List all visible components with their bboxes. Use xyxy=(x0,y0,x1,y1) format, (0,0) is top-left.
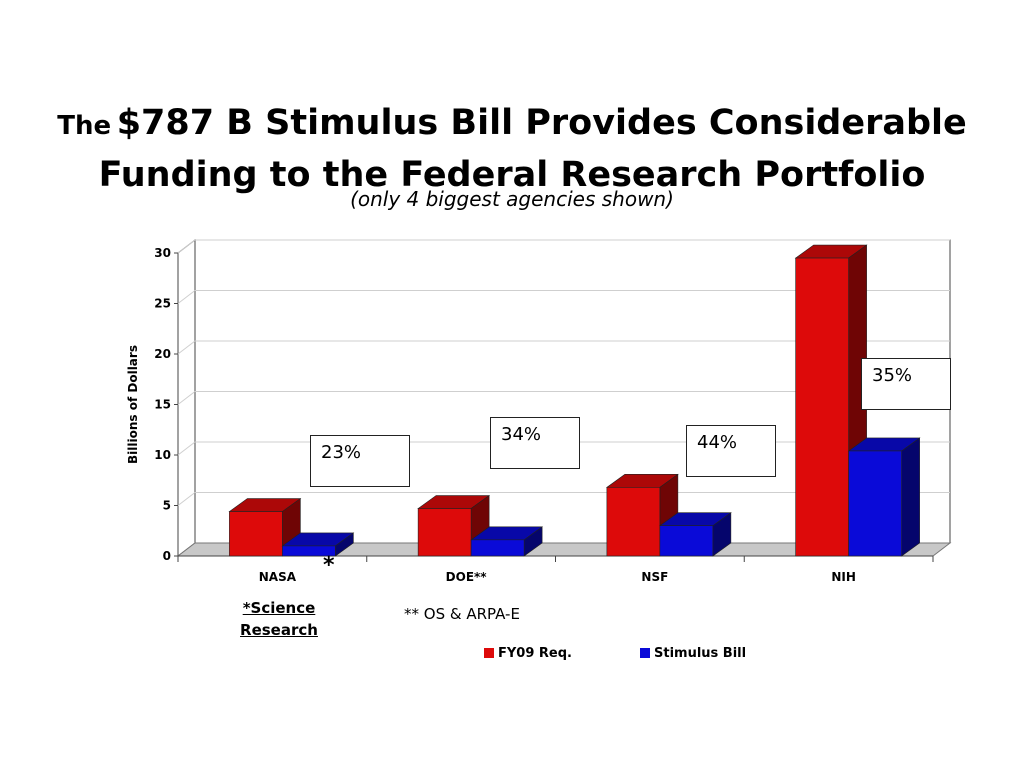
x-tick-label: DOE** xyxy=(446,570,488,584)
science-note-line1: *Science xyxy=(242,599,316,617)
gridline-side xyxy=(177,290,196,304)
title-prefix: The xyxy=(57,111,112,141)
bar-fy09-nsf xyxy=(606,487,661,557)
chart-title: The $787 B Stimulus Bill Provides Consid… xyxy=(0,100,1024,198)
legend-item-stimulus: Stimulus Bill xyxy=(640,646,746,661)
legend-label-fy09: FY09 Req. xyxy=(498,646,572,661)
pct-label-nih: 35% xyxy=(861,358,951,410)
science-note-line2: Research xyxy=(240,621,318,639)
y-tick-label: 30 xyxy=(154,246,171,260)
x-tick-label: NASA xyxy=(259,570,297,584)
legend-label-stimulus: Stimulus Bill xyxy=(654,646,747,661)
asterisk-mark: * xyxy=(323,553,335,578)
y-tick-label: 15 xyxy=(154,398,171,412)
pct-label-doe: 34% xyxy=(490,417,580,469)
bar-stimulus-doe xyxy=(470,539,525,557)
bar-stimulus-nasa xyxy=(282,545,336,557)
gridline-side xyxy=(177,492,196,506)
gridline-side xyxy=(177,239,196,254)
legend-item-fy09: FY09 Req. xyxy=(484,646,572,661)
y-tick-label: 0 xyxy=(163,549,171,563)
y-tick-label: 5 xyxy=(163,499,171,513)
title-line1: $787 B Stimulus Bill Provides Considerab… xyxy=(116,103,967,143)
bar-stimulus-nih xyxy=(848,450,902,557)
os-arpa-note: ** OS & ARPA-E xyxy=(404,605,520,623)
y-tick-label: 20 xyxy=(154,347,171,361)
gridline-side xyxy=(177,340,196,355)
legend-swatch-stimulus xyxy=(640,648,650,658)
bar-fy09-doe xyxy=(417,508,472,557)
x-tick-label: NSF xyxy=(641,570,668,584)
gridline-side xyxy=(177,441,196,456)
bar-stimulus-nsf xyxy=(659,525,714,557)
gridline-side xyxy=(177,391,196,405)
science-research-note: *Science Research xyxy=(236,597,322,641)
y-tick-label: 10 xyxy=(154,448,171,462)
bar-side-face xyxy=(901,437,920,557)
pct-label-nsf: 44% xyxy=(686,425,776,477)
y-axis-title: Billions of Dollars xyxy=(126,345,140,464)
pct-label-nasa: 23% xyxy=(310,435,410,487)
x-tick-label: NIH xyxy=(831,570,856,584)
legend-swatch-fy09 xyxy=(484,648,494,658)
bar-fy09-nasa xyxy=(229,511,283,557)
title-line2: Funding to the Federal Research Portfoli… xyxy=(98,155,926,195)
chart-subtitle: (only 4 biggest agencies shown) xyxy=(350,187,674,211)
bar-fy09-nih xyxy=(795,257,849,557)
y-tick-label: 25 xyxy=(154,297,171,311)
